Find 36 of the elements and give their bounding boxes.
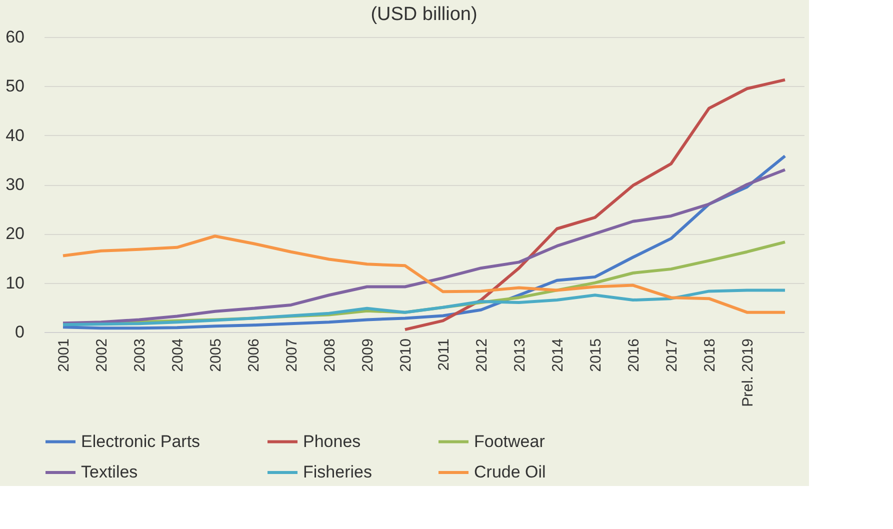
line-series xyxy=(62,234,786,314)
legend-label: Textiles xyxy=(81,462,138,482)
x-tick-label: 2018 xyxy=(702,338,718,372)
line-series xyxy=(404,78,786,332)
y-tick-label: 60 xyxy=(6,28,24,46)
x-tick-label: 2017 xyxy=(664,338,680,372)
x-tick-label: 2012 xyxy=(474,338,490,372)
x-tick-label: 2009 xyxy=(360,338,376,372)
y-tick-label: 50 xyxy=(6,76,24,96)
legend-label: Electronic Parts xyxy=(81,432,200,451)
y-tick-label: 0 xyxy=(15,322,24,342)
x-tick-label: 2004 xyxy=(170,338,186,372)
x-tick-label: Prel. 2019 xyxy=(740,338,756,407)
line-series xyxy=(62,288,786,326)
x-tick-label: 2008 xyxy=(322,338,338,372)
x-tick-label: 2011 xyxy=(436,338,452,371)
x-tick-label: 2002 xyxy=(94,338,110,372)
legend-label: Footwear xyxy=(474,432,546,451)
x-tick-label: 2001 xyxy=(56,338,72,372)
x-tick-label: 2006 xyxy=(246,338,262,372)
legend-label: Phones xyxy=(303,432,361,451)
chart-title: (USD billion) xyxy=(370,4,478,25)
y-tick-label: 40 xyxy=(6,126,24,145)
y-tick-label: 20 xyxy=(6,224,24,244)
x-tick-label: 2005 xyxy=(208,338,224,372)
x-tick-label: 2014 xyxy=(550,338,566,372)
y-tick-label: 10 xyxy=(6,273,24,292)
x-tick-label: 2007 xyxy=(284,338,300,372)
legend-label: Fisheries xyxy=(303,462,372,482)
legend-label: Crude Oil xyxy=(474,462,546,482)
y-tick-label: 30 xyxy=(6,175,24,194)
x-tick-label: 2003 xyxy=(132,338,148,372)
x-tick-label: 2016 xyxy=(626,338,642,372)
x-tick-label: 2015 xyxy=(588,338,604,372)
x-tick-label: 2010 xyxy=(398,338,414,372)
x-tick-label: 2013 xyxy=(512,338,528,372)
